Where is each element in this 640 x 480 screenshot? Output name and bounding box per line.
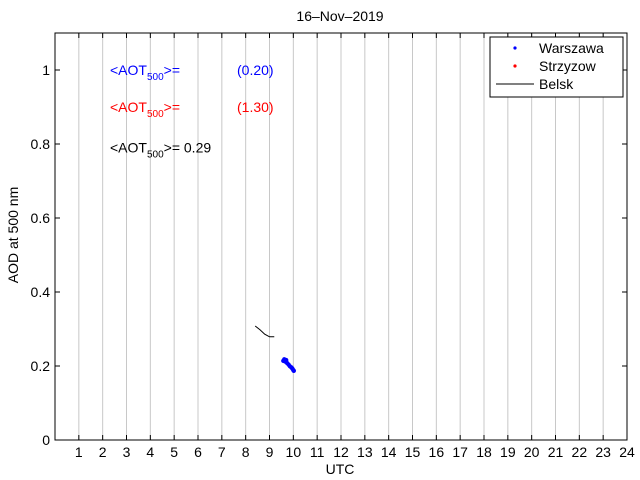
- x-tick-label: 2: [99, 444, 107, 460]
- data-point-warszawa: [291, 368, 297, 374]
- x-axis-label: UTC: [326, 461, 355, 477]
- x-tick-label: 22: [572, 444, 588, 460]
- x-tick-label: 11: [310, 444, 325, 460]
- y-tick-label: 1: [42, 62, 50, 78]
- x-tick-label: 6: [194, 444, 202, 460]
- series-layer: [254, 325, 297, 374]
- x-tick-label: 14: [381, 444, 397, 460]
- x-tick-label: 18: [476, 444, 492, 460]
- y-tick-label: 0: [42, 432, 50, 448]
- x-tick-label: 13: [357, 444, 373, 460]
- x-tick-label: 10: [286, 444, 302, 460]
- x-tick-label: 20: [524, 444, 540, 460]
- annotation-layer: <AOT500>= (0.20) <AOT500>= (1.30) <AOT500>= …: [110, 62, 274, 161]
- x-tick-label: 23: [595, 444, 611, 460]
- legend-label-belsk: Belsk: [539, 76, 574, 92]
- x-tick-label: 12: [333, 444, 349, 460]
- legend-box: [489, 36, 624, 98]
- x-tick-label: 19: [500, 444, 516, 460]
- legend-swatch-warszawa: [513, 46, 517, 50]
- y-tick-label: 0.2: [31, 358, 51, 374]
- y-tick-label: 0.8: [31, 136, 51, 152]
- y-tick-label: 0.6: [31, 210, 51, 226]
- x-tick-label: 17: [452, 444, 468, 460]
- aot-annotation-value: (0.20): [237, 62, 274, 78]
- legend-label-warszawa: Warszawa: [539, 40, 604, 56]
- series-line-belsk: [254, 325, 275, 338]
- ticks-layer: 1 2 3 4 5 6 7 8 9 10 11 12 13 14 15 16 17 18 19 20 21 22 23 240…: [31, 33, 635, 460]
- aot-annotation: <AOT500>=: [110, 62, 180, 83]
- aot-annotation-value: (1.30): [237, 99, 274, 115]
- x-tick-label: 1: [75, 444, 83, 460]
- x-tick-label: 21: [548, 444, 564, 460]
- aot-annotation: <AOT500>=: [110, 99, 180, 120]
- x-tick-label: 3: [123, 444, 131, 460]
- x-tick-label: 24: [619, 444, 635, 460]
- aot-annotation: <AOT500>= 0.29: [110, 140, 211, 161]
- y-tick-label: 0.4: [31, 284, 51, 300]
- grid-layer: [78, 33, 628, 440]
- legend-swatch-strzyzow: [513, 64, 517, 68]
- x-tick-label: 7: [218, 444, 226, 460]
- legend: Warszawa Strzyzow Belsk: [489, 36, 624, 98]
- x-tick-label: 8: [242, 444, 250, 460]
- x-tick-label: 5: [170, 444, 178, 460]
- x-tick-label: 4: [146, 444, 154, 460]
- x-tick-label: 9: [266, 444, 274, 460]
- chart-title: 16–Nov–2019: [296, 8, 383, 24]
- legend-label-strzyzow: Strzyzow: [539, 58, 597, 74]
- x-tick-label: 16: [429, 444, 445, 460]
- x-tick-label: 15: [405, 444, 421, 460]
- y-axis-label: AOD at 500 nm: [5, 187, 21, 284]
